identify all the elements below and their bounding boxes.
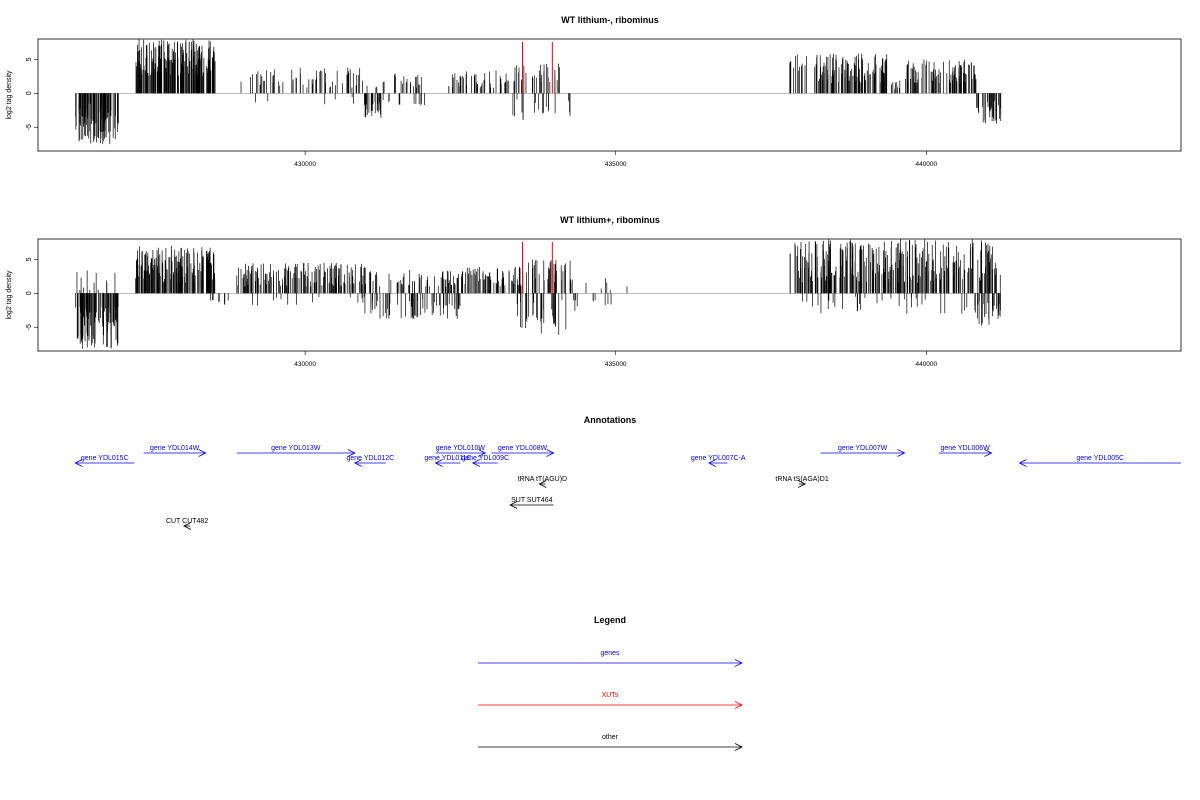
x-tick-label: 440000 [915, 361, 937, 368]
annotation-feature: SUT SUT464 [509, 497, 554, 509]
annotation-feature: gene YDL007W [820, 445, 906, 457]
xut-markers [522, 42, 553, 94]
track-panel-lithium-minus: WT lithium-, ribominus log2 tag density … [6, 15, 1182, 168]
y-tick-label: 5 [26, 57, 33, 61]
xut-markers [522, 242, 553, 294]
arrow-right-icon [734, 659, 743, 667]
annotation-feature: gene YDL014W [143, 445, 207, 457]
x-axis: 430000 435000 440000 [294, 151, 938, 168]
feature-label: gene YDL013W [271, 445, 321, 452]
legend-panel: Legend genes XUTs other [478, 615, 743, 751]
arrow-left-icon [353, 459, 362, 467]
annotation-feature: tRNA tT(AGU)D [518, 476, 567, 488]
annotation-feature: tRNA tS(AGA)D1 [775, 476, 829, 488]
annotation-feature: gene YDL013W [236, 445, 356, 457]
feature-label: gene YDL014W [150, 445, 200, 452]
legend-label: other [602, 734, 619, 741]
feature-label: tRNA tT(AGU)D [518, 476, 567, 483]
arrow-left-icon [509, 501, 518, 509]
arrow-right-icon [984, 449, 993, 457]
arrow-right-icon [897, 449, 906, 457]
feature-label: tRNA tS(AGA)D1 [775, 476, 828, 483]
annotation-feature: gene YDL005C [1018, 455, 1181, 467]
annotations-title: Annotations [584, 415, 637, 425]
annotation-feature: gene YDL015C [74, 455, 135, 467]
arrow-right-icon [198, 449, 207, 457]
x-tick-label: 435000 [605, 161, 627, 168]
feature-label: gene YDL010W [436, 445, 486, 452]
x-tick-label: 430000 [294, 161, 316, 168]
legend-entry: XUTs [478, 692, 743, 709]
y-axis: -5 0 5 [26, 57, 38, 130]
feature-label: gene YDL007W [838, 445, 888, 452]
arrow-right-icon [734, 701, 743, 709]
arrow-right-icon [797, 480, 807, 488]
feature-label: SUT SUT464 [511, 497, 553, 504]
legend-entry: genes [478, 650, 743, 667]
arrow-left-icon [1018, 459, 1027, 467]
panel-title: WT lithium-, ribominus [561, 15, 659, 25]
legend-entry: other [478, 734, 743, 751]
arrow-right-icon [478, 449, 487, 457]
annotation-feature: gene YDL007C-A [691, 455, 746, 467]
feature-label: gene YDL015C [81, 455, 129, 462]
feature-label: gene YDL006W [940, 445, 990, 452]
x-tick-label: 440000 [915, 161, 937, 168]
arrow-left-icon [471, 459, 481, 467]
annotation-feature: gene YDL010W [435, 445, 487, 457]
track-panel-lithium-plus: WT lithium+, ribominus log2 tag density … [6, 215, 1182, 368]
panel-title: WT lithium+, ribominus [560, 215, 660, 225]
annotation-feature: gene YDL008W [491, 445, 555, 457]
y-axis-label: log2 tag density [6, 70, 13, 120]
legend-label: genes [600, 650, 620, 657]
annotation-features: gene YDL015C gene YDL014W gene YDL013W gene… [74, 445, 1181, 530]
annotation-feature: CUT CUT482 [166, 518, 208, 530]
feature-label: gene YDL005C [1076, 455, 1124, 462]
y-tick-label: -5 [26, 124, 33, 130]
feature-label: gene YDL012C [346, 455, 394, 462]
arrow-left-icon [707, 459, 717, 467]
arrow-right-icon [734, 743, 743, 751]
y-tick-label: 5 [26, 257, 33, 261]
y-tick-label: 0 [26, 91, 33, 95]
arrow-right-icon [546, 449, 555, 457]
legend-title: Legend [594, 615, 626, 625]
annotation-feature: gene YDL006W [938, 445, 993, 457]
y-tick-label: -5 [26, 324, 33, 330]
feature-label: gene YDL011C [424, 455, 471, 462]
arrow-left-icon [538, 480, 547, 488]
arrow-left-icon [74, 459, 83, 467]
feature-label: gene YDL009C [461, 455, 509, 462]
plot-frame [37, 38, 1182, 152]
arrow-left-icon [434, 459, 443, 467]
y-tick-label: 0 [26, 291, 33, 295]
legend-label: XUTs [602, 692, 619, 699]
x-tick-label: 435000 [605, 361, 627, 368]
feature-label: gene YDL008W [498, 445, 548, 452]
x-axis: 430000 435000 440000 [294, 351, 938, 368]
coverage-bars [75, 239, 1001, 349]
annotation-feature: gene YDL012C [346, 455, 394, 467]
y-axis: -5 0 5 [26, 257, 38, 330]
feature-label: CUT CUT482 [166, 518, 208, 525]
coverage-bars [75, 39, 1002, 145]
annotation-feature: gene YDL009C [461, 455, 509, 467]
x-tick-label: 430000 [294, 361, 316, 368]
feature-label: gene YDL007C-A [691, 455, 746, 462]
plot-frame [37, 238, 1182, 352]
legend-entries: genes XUTs other [478, 650, 743, 751]
arrow-left-icon [183, 522, 192, 530]
annotation-feature: gene YDL011C [424, 455, 472, 467]
arrow-right-icon [347, 449, 356, 457]
y-axis-label: log2 tag density [6, 270, 13, 320]
